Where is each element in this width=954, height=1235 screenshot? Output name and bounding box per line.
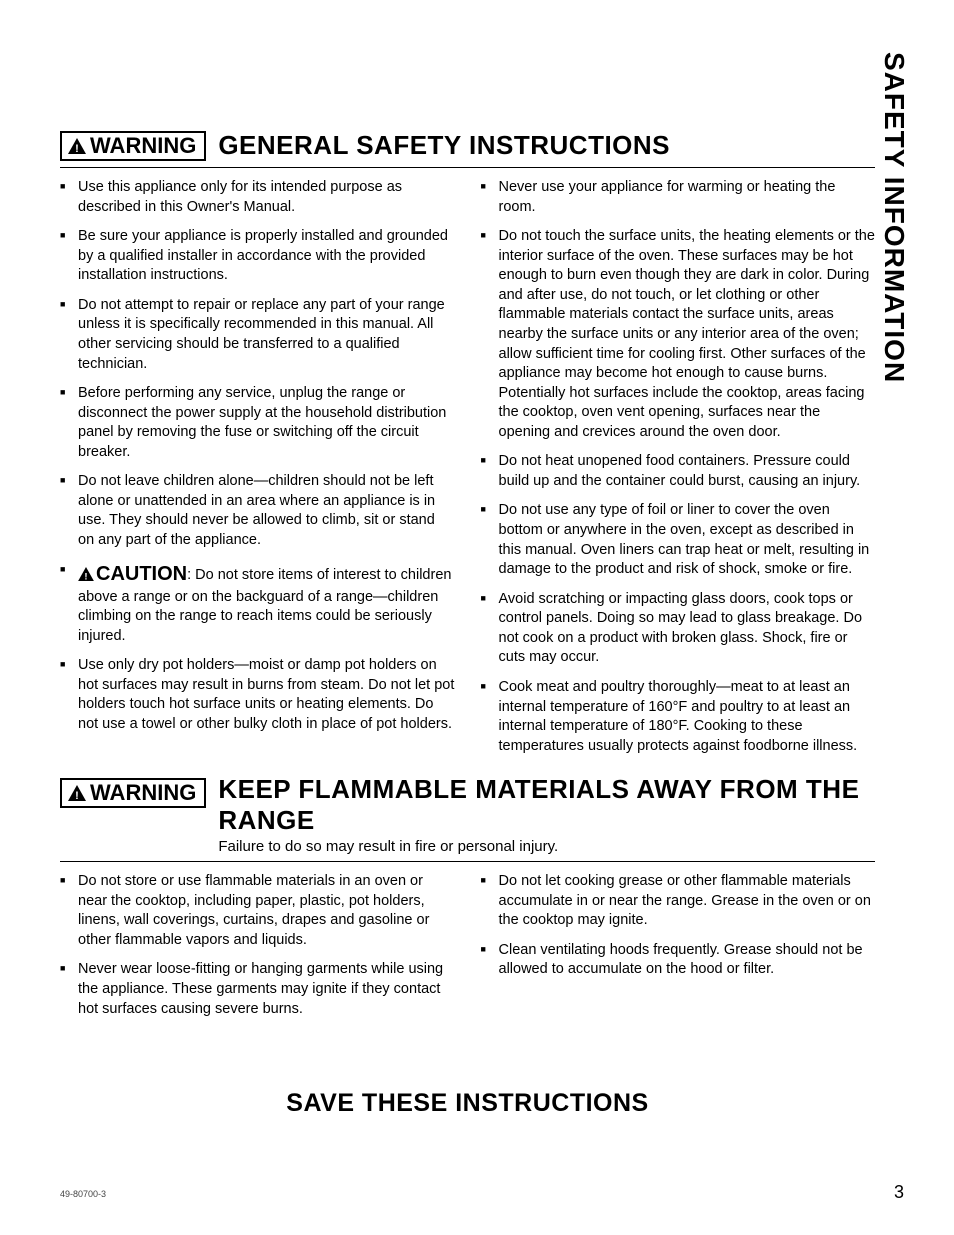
bullet: Never wear loose-fitting or hanging garm…: [60, 960, 455, 1019]
bullet: Use only dry pot holders—moist or damp p…: [60, 656, 455, 734]
footer-code: 49-80700-3: [60, 1189, 106, 1199]
bullet: Do not heat unopened food containers. Pr…: [481, 452, 876, 491]
save-instructions: SAVE THESE INSTRUCTIONS: [60, 1089, 875, 1118]
section2: ! WARNING KEEP FLAMMABLE MATERIALS AWAY …: [60, 774, 875, 1019]
bullet: Clean ventilating hoods frequently. Grea…: [481, 941, 876, 980]
bullet: Cook meat and poultry thoroughly—meat to…: [481, 678, 876, 756]
section1-body: Use this appliance only for its intended…: [60, 178, 875, 756]
section2-title: KEEP FLAMMABLE MATERIALS AWAY FROM THE R…: [218, 774, 875, 836]
bullet: Before performing any service, unplug th…: [60, 384, 455, 462]
section2-subtitle: Failure to do so may result in fire or p…: [218, 838, 875, 855]
svg-text:!: !: [84, 571, 87, 581]
svg-text:!: !: [75, 790, 79, 801]
bullet: Do not store or use flammable materials …: [60, 872, 455, 950]
bullet: Do not attempt to repair or replace any …: [60, 296, 455, 374]
divider: [60, 167, 875, 168]
bullet: Do not touch the surface units, the heat…: [481, 227, 876, 442]
bullet: Avoid scratching or impacting glass door…: [481, 590, 876, 668]
bullet: Never use your appliance for warming or …: [481, 178, 876, 217]
caution-icon: !: [78, 567, 94, 581]
warning-label: WARNING: [90, 782, 196, 804]
warning-badge: ! WARNING: [60, 131, 206, 161]
section2-body: Do not store or use flammable materials …: [60, 872, 875, 1019]
warning-label: WARNING: [90, 135, 196, 157]
section2-header: ! WARNING KEEP FLAMMABLE MATERIALS AWAY …: [60, 774, 875, 855]
bullet: Do not let cooking grease or other flamm…: [481, 872, 876, 931]
page-number: 3: [894, 1182, 904, 1203]
svg-text:!: !: [75, 143, 79, 154]
section1-header: ! WARNING GENERAL SAFETY INSTRUCTIONS: [60, 130, 875, 161]
bullet: Do not leave children alone—children sho…: [60, 472, 455, 550]
warning-icon: !: [68, 785, 86, 801]
warning-badge: ! WARNING: [60, 778, 206, 808]
section1-title: GENERAL SAFETY INSTRUCTIONS: [218, 130, 670, 161]
divider: [60, 861, 875, 862]
caution-bullet: ! CAUTION: Do not store items of interes…: [60, 561, 455, 647]
bullet: Be sure your appliance is properly insta…: [60, 227, 455, 286]
bullet: Use this appliance only for its intended…: [60, 178, 455, 217]
warning-icon: !: [68, 138, 86, 154]
page-content: ! WARNING GENERAL SAFETY INSTRUCTIONS Us…: [60, 130, 875, 1118]
caution-badge: ! CAUTION: [78, 563, 187, 585]
side-tab: SAFETY INFORMATION: [878, 52, 910, 383]
bullet: Do not use any type of foil or liner to …: [481, 501, 876, 579]
